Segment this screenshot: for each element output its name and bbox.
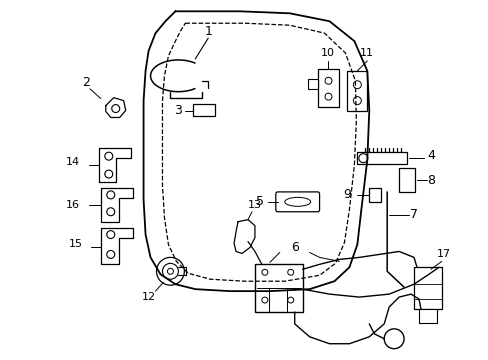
Bar (346, 71, 366, 111)
FancyBboxPatch shape (275, 192, 319, 212)
Text: 5: 5 (255, 195, 264, 208)
Text: 15: 15 (69, 239, 83, 249)
Bar (413, 267, 441, 309)
Bar (254, 264, 302, 312)
Text: 7: 7 (409, 208, 417, 221)
Text: 16: 16 (66, 200, 80, 210)
Circle shape (156, 257, 184, 285)
Text: 12: 12 (141, 292, 155, 302)
Text: 17: 17 (436, 249, 450, 260)
Text: 14: 14 (66, 157, 80, 167)
Text: 10: 10 (320, 48, 334, 58)
Text: 8: 8 (426, 174, 434, 186)
Text: 4: 4 (426, 149, 434, 162)
Text: 13: 13 (247, 200, 262, 210)
Text: 3: 3 (174, 104, 182, 117)
Text: 6: 6 (290, 241, 298, 254)
Bar (368, 188, 381, 202)
Text: 11: 11 (360, 48, 373, 58)
Text: 2: 2 (82, 76, 90, 89)
Text: 1: 1 (204, 24, 212, 38)
Circle shape (162, 264, 178, 279)
Bar (193, 104, 215, 117)
Bar (398, 168, 414, 192)
Bar (317, 69, 339, 107)
Bar (307, 79, 317, 89)
Bar (418, 309, 436, 323)
Text: 9: 9 (343, 188, 351, 201)
